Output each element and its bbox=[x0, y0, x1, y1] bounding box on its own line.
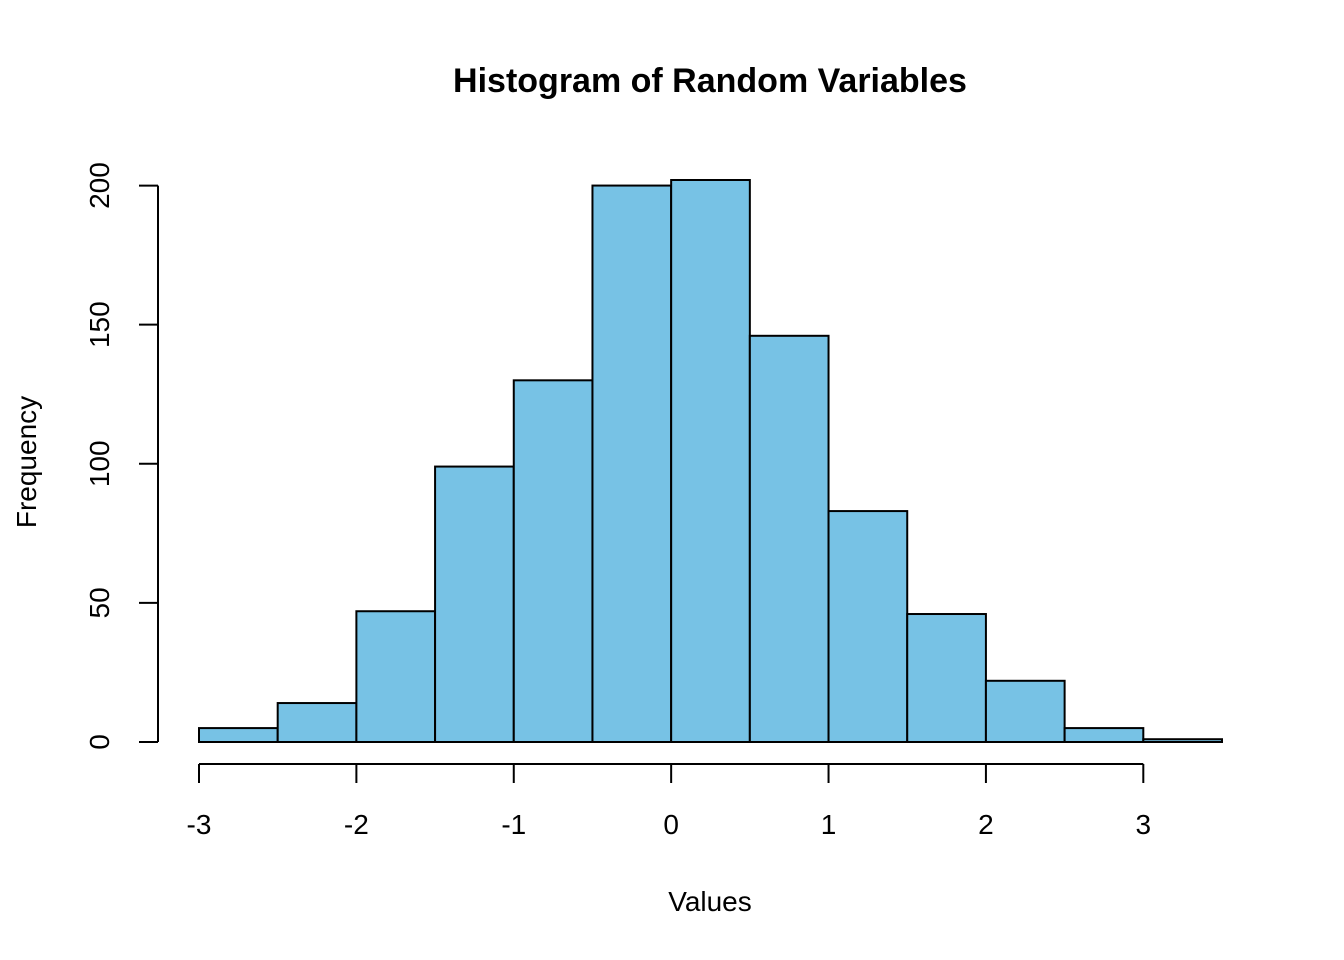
y-tick-label: 200 bbox=[84, 162, 115, 209]
bars-group bbox=[198, 179, 1224, 744]
x-tick-label: 3 bbox=[1136, 809, 1152, 840]
histogram-bar bbox=[1142, 738, 1224, 744]
x-tick-label: 2 bbox=[978, 809, 994, 840]
x-tick-label: -3 bbox=[187, 809, 212, 840]
histogram-bar bbox=[906, 613, 987, 743]
y-axis-label: Frequency bbox=[11, 396, 42, 528]
y-tick-label: 50 bbox=[84, 587, 115, 618]
x-axis: -3 -2 -1 0 1 2 3 bbox=[187, 763, 1152, 840]
histogram-bar bbox=[748, 334, 830, 743]
histogram-bar bbox=[276, 702, 358, 743]
histogram-bar bbox=[355, 610, 437, 743]
y-axis: 0 50 100 150 200 bbox=[84, 162, 159, 750]
histogram-bar bbox=[434, 465, 515, 743]
x-tick-label: 0 bbox=[663, 809, 679, 840]
histogram-bar bbox=[984, 679, 1066, 743]
histogram-bar bbox=[591, 184, 673, 744]
chart-title: Histogram of Random Variables bbox=[453, 62, 967, 100]
histogram-bar bbox=[512, 379, 594, 743]
y-tick-label: 0 bbox=[84, 734, 115, 750]
histogram-bar bbox=[827, 510, 909, 743]
histogram-bar bbox=[198, 727, 279, 744]
x-axis-label: Values bbox=[668, 886, 752, 917]
y-tick-label: 150 bbox=[84, 301, 115, 348]
histogram-bar bbox=[670, 179, 751, 743]
histogram-bar bbox=[1063, 727, 1145, 744]
y-tick-label: 100 bbox=[84, 440, 115, 487]
x-tick-label: -2 bbox=[344, 809, 369, 840]
x-tick-label: 1 bbox=[821, 809, 837, 840]
x-tick-label: -1 bbox=[501, 809, 526, 840]
